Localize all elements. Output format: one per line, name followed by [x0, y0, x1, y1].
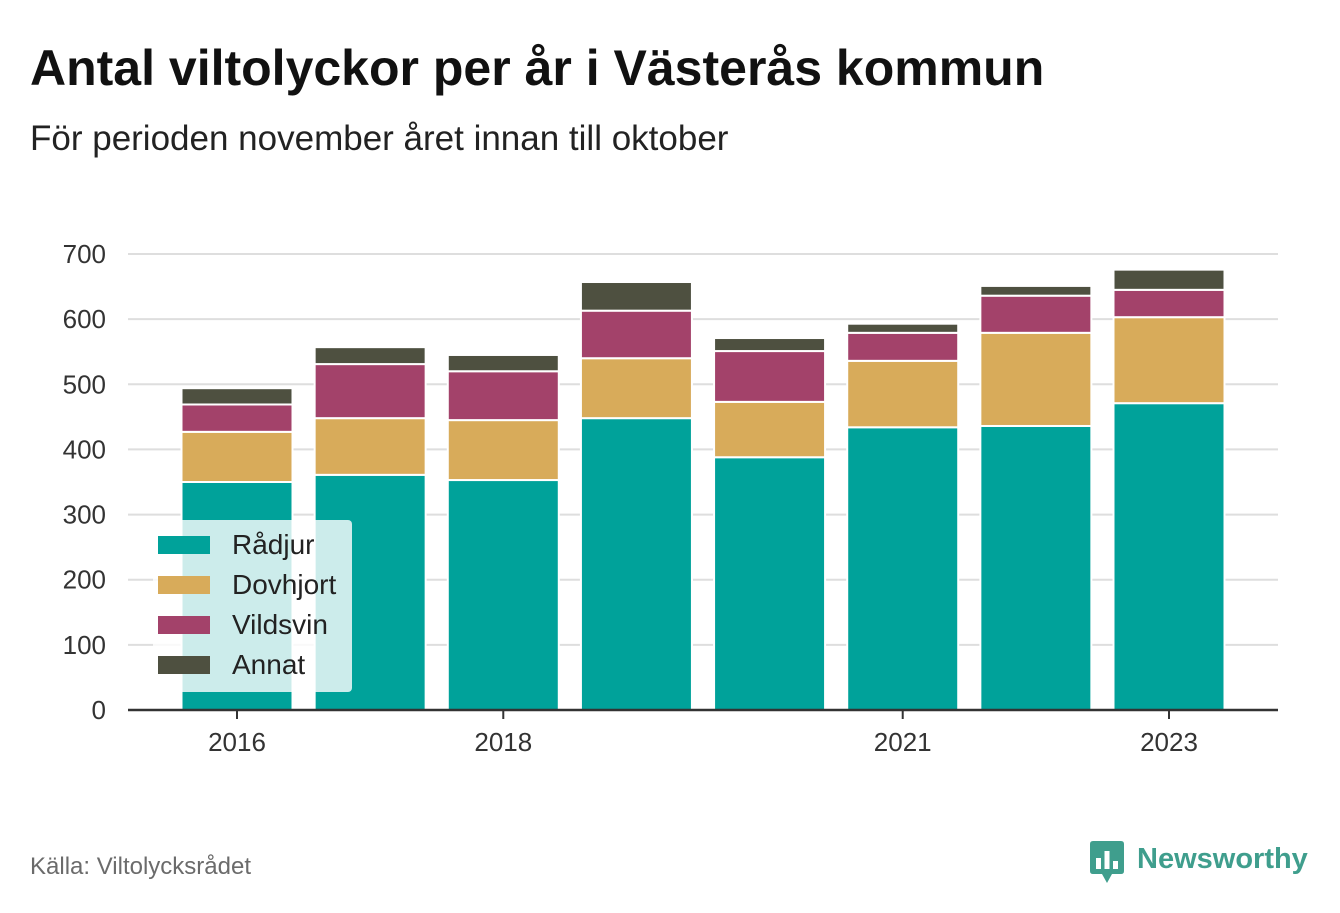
logo-icon-bar	[1113, 861, 1118, 869]
bar-radjur-2018	[446, 479, 560, 711]
bar-annat-2019	[579, 281, 693, 312]
y-tick-label-600: 600	[63, 304, 106, 334]
bar-annat-2018	[446, 353, 560, 373]
legend-item-annat: Annat	[158, 645, 348, 685]
bar-vildsvin-2022	[979, 294, 1093, 334]
source-note: Källa: Viltolycksrådet	[30, 853, 251, 880]
legend-swatch-vildsvin	[158, 616, 210, 634]
bar-radjur-2021	[846, 426, 960, 711]
bars	[180, 268, 1226, 712]
bar-annat-2017	[313, 346, 427, 366]
legend-label-vildsvin: Vildsvin	[232, 609, 328, 640]
bar-radjur-2020	[713, 456, 827, 712]
y-tick-label-500: 500	[63, 369, 106, 399]
axes: 0 100 200 300 400 500 600 700 2016 2018 2021 2023	[63, 239, 1278, 757]
bar-vildsvin-2018	[446, 370, 560, 422]
logo-text: Newsworthy	[1137, 843, 1308, 875]
bar-dovhjort-2019	[579, 357, 693, 420]
newsworthy-chart-bubble-icon	[1090, 841, 1124, 883]
y-tick-label-200: 200	[63, 565, 106, 595]
x-tick-label-2023: 2023	[1140, 727, 1198, 757]
legend: Rådjur Dovhjort Vildsvin Annat	[153, 520, 352, 692]
y-tick-label-0: 0	[92, 695, 106, 725]
bar-vildsvin-2020	[713, 350, 827, 403]
x-tick-label-2021: 2021	[874, 727, 932, 757]
y-tick-label-100: 100	[63, 630, 106, 660]
bar-annat-2021	[846, 322, 960, 334]
logo-icon-bar	[1104, 851, 1110, 869]
bar-annat-2016	[180, 387, 294, 406]
bar-vildsvin-2019	[579, 309, 693, 360]
bar-radjur-2023	[1112, 402, 1226, 711]
bar-annat-2022	[979, 284, 1093, 297]
x-tick-label-2018: 2018	[474, 727, 532, 757]
legend-item-vildsvin: Vildsvin	[158, 605, 348, 645]
bar-dovhjort-2017	[313, 417, 427, 476]
bar-dovhjort-2020	[713, 400, 827, 459]
legend-swatch-dovhjort	[158, 576, 210, 594]
bar-radjur-2022	[979, 424, 1093, 711]
newsworthy-logo: Newsworthy	[1089, 840, 1309, 884]
bar-dovhjort-2021	[846, 359, 960, 429]
y-tick-label-300: 300	[63, 500, 106, 530]
bar-vildsvin-2017	[313, 363, 427, 420]
logo-icon-bar	[1096, 858, 1101, 869]
bar-vildsvin-2023	[1112, 288, 1226, 319]
legend-swatch-radjur	[158, 536, 210, 554]
legend-item-dovhjort: Dovhjort	[158, 565, 348, 605]
x-tick-label-2016: 2016	[208, 727, 266, 757]
bar-annat-2023	[1112, 268, 1226, 291]
bar-dovhjort-2023	[1112, 316, 1226, 405]
chart-title: Antal viltolyckor per år i Västerås komm…	[30, 40, 1045, 96]
bar-dovhjort-2022	[979, 331, 1093, 427]
legend-label-dovhjort: Dovhjort	[232, 569, 337, 600]
bar-vildsvin-2021	[846, 331, 960, 362]
bar-dovhjort-2016	[180, 430, 294, 483]
bar-annat-2020	[713, 337, 827, 353]
legend-label-radjur: Rådjur	[232, 529, 315, 560]
legend-item-radjur: Rådjur	[158, 525, 348, 565]
bar-dovhjort-2018	[446, 419, 560, 482]
bar-vildsvin-2016	[180, 403, 294, 433]
y-tick-label-400: 400	[63, 434, 106, 464]
bar-radjur-2019	[579, 417, 693, 711]
legend-label-annat: Annat	[232, 649, 306, 680]
legend-swatch-annat	[158, 656, 210, 674]
chart-subtitle: För perioden november året innan till ok…	[30, 119, 729, 158]
y-tick-label-700: 700	[63, 239, 106, 269]
